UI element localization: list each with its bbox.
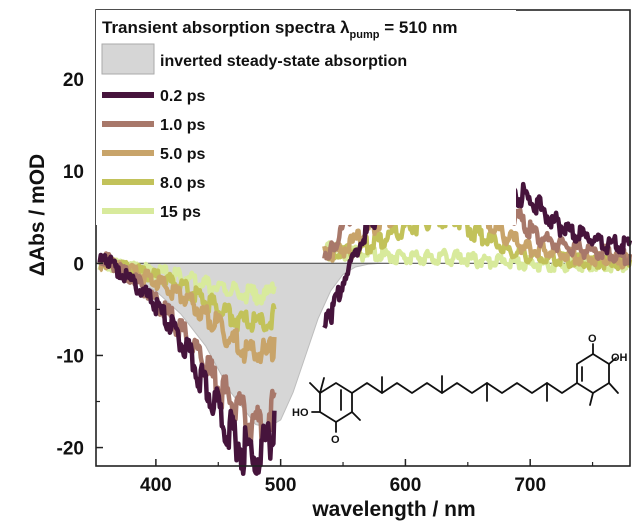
legend-title-sub: pump (350, 29, 380, 41)
y-tick-label: 0 (73, 254, 84, 275)
y-tick-label: 20 (63, 70, 84, 91)
legend-label: 1.0 ps (160, 117, 205, 134)
legend-swatch-reference (102, 44, 154, 74)
y-tick-label: -10 (57, 346, 84, 367)
x-tick-label: 700 (514, 475, 546, 496)
molecule-label-o-left: O (331, 434, 340, 446)
legend-box (96, 10, 516, 225)
molecule-label-ho: HO (292, 407, 309, 419)
legend-label: 15 ps (160, 204, 201, 221)
legend-label: 8.0 ps (160, 175, 205, 192)
x-tick-label: 400 (140, 475, 172, 496)
y-axis-title: ΔAbs / mOD (26, 154, 49, 276)
x-tick-label: 500 (265, 475, 297, 496)
y-tick-label: 10 (63, 162, 84, 183)
y-tick-label: -20 (57, 439, 84, 460)
x-axis-title: wavelength / nm (311, 498, 475, 521)
legend-title-tail: = 510 nm (379, 18, 457, 37)
molecule-label-oh: OH (611, 352, 628, 364)
legend-label: 0.2 ps (160, 88, 205, 105)
legend-label-reference: inverted steady-state absorption (160, 53, 407, 70)
x-tick-label: 600 (390, 475, 422, 496)
molecule-label-o-right: O (588, 333, 597, 345)
legend-title-main: Transient absorption spectra (102, 18, 340, 37)
legend-label: 5.0 ps (160, 146, 205, 163)
legend: Transient absorption spectra λpump = 510… (96, 10, 516, 225)
